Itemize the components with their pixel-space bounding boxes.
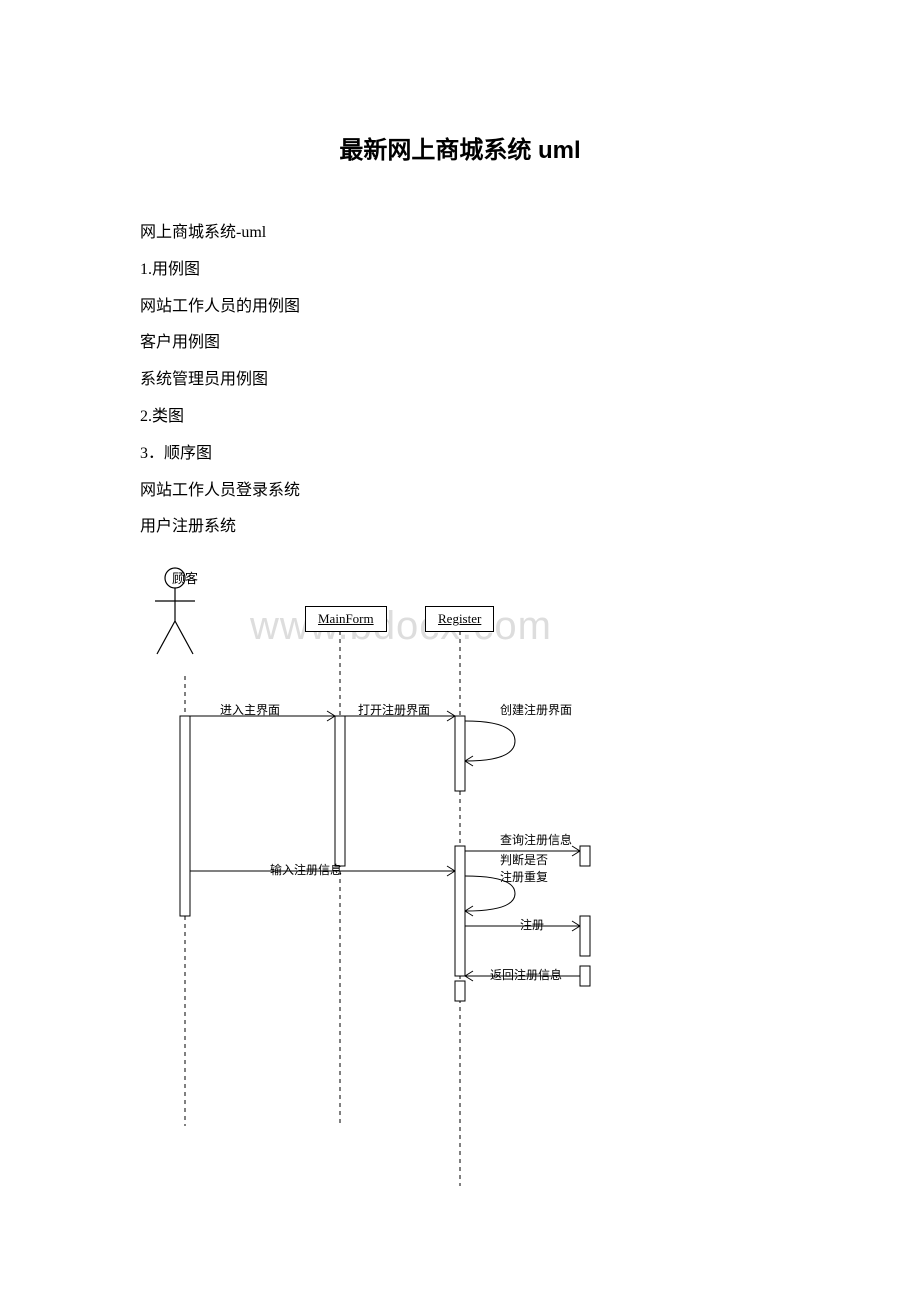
text-line: 2.类图 (140, 399, 780, 436)
text-line: 用户注册系统 (140, 509, 780, 546)
text-line: 网站工作人员登录系统 (140, 473, 780, 510)
message-label: 查询注册信息 (500, 831, 572, 848)
message-label: 返回注册信息 (490, 966, 562, 983)
text-line: 3．顺序图 (140, 436, 780, 473)
sequence-diagram: www.bdocx.com 顾客 MainForm Register 进入主界面… (140, 566, 780, 1186)
message-label: 注册 (520, 916, 544, 933)
actor-customer: 顾客 (155, 566, 215, 587)
message-label: 输入注册信息 (270, 861, 342, 878)
lifeline-register: Register (425, 606, 494, 632)
message-label: 打开注册界面 (358, 701, 430, 718)
lifeline-mainform: MainForm (305, 606, 387, 632)
body-text: 网上商城系统-uml 1.用例图 网站工作人员的用例图 客户用例图 系统管理员用… (140, 215, 780, 546)
text-line: 网上商城系统-uml (140, 215, 780, 252)
message-label: 进入主界面 (220, 701, 280, 718)
actor-icon (155, 566, 195, 656)
message-label: 判断是否 (500, 851, 548, 868)
sequence-svg (140, 566, 780, 1186)
message-label: 创建注册界面 (500, 701, 572, 718)
text-line: 网站工作人员的用例图 (140, 289, 780, 326)
page-title: 最新网上商城系统 uml (140, 130, 780, 165)
message-label: 注册重复 (500, 868, 548, 885)
text-line: 系统管理员用例图 (140, 362, 780, 399)
text-line: 1.用例图 (140, 252, 780, 289)
text-line: 客户用例图 (140, 325, 780, 362)
